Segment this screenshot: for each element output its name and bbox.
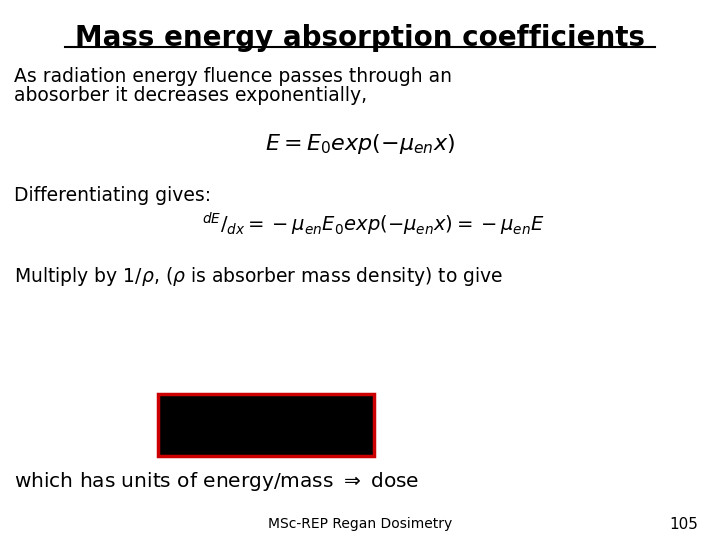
Text: Mass energy absorption coefficients: Mass energy absorption coefficients bbox=[75, 24, 645, 52]
Text: Differentiating gives:: Differentiating gives: bbox=[14, 186, 212, 205]
Text: MSc-REP Regan Dosimetry: MSc-REP Regan Dosimetry bbox=[268, 517, 452, 531]
Text: which has units of energy/mass $\Rightarrow$ dose: which has units of energy/mass $\Rightar… bbox=[14, 470, 420, 493]
Text: $^{dE}/_{dx} = -\mu_{en}E_0exp(-\mu_{en}x) = -\mu_{en}E$: $^{dE}/_{dx} = -\mu_{en}E_0exp(-\mu_{en}… bbox=[202, 211, 544, 238]
Text: As radiation energy fluence passes through an: As radiation energy fluence passes throu… bbox=[14, 68, 452, 86]
Text: Multiply by $1/\rho$, ($\rho$ is absorber mass density) to give: Multiply by $1/\rho$, ($\rho$ is absorbe… bbox=[14, 265, 504, 288]
Text: abosorber it decreases exponentially,: abosorber it decreases exponentially, bbox=[14, 86, 367, 105]
Bar bbox=[158, 394, 374, 456]
Text: 105: 105 bbox=[670, 517, 698, 532]
Text: $E = E_0exp(-\mu_{en}x)$: $E = E_0exp(-\mu_{en}x)$ bbox=[265, 132, 455, 156]
